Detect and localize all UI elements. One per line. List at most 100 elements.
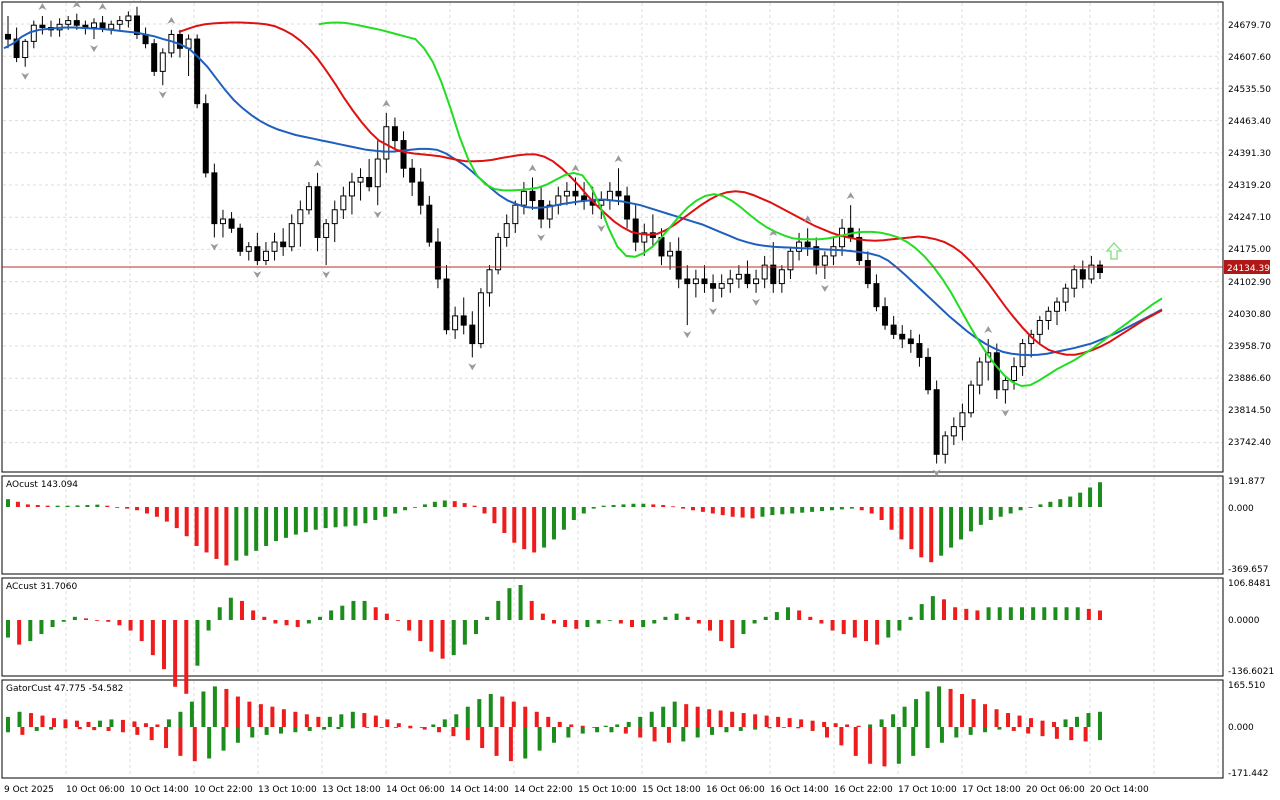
candle-body: [1002, 379, 1009, 391]
candle-body: [925, 356, 932, 391]
ao-bar: [581, 507, 586, 514]
candle-body: [254, 246, 261, 262]
ao-panel[interactable]: [1, 475, 1224, 575]
gator-lower-bar: [523, 727, 528, 759]
ao-bar: [1098, 482, 1102, 507]
candle-body: [753, 278, 760, 285]
ac-bar: [942, 599, 946, 620]
ac-bar: [240, 600, 244, 620]
candle-body: [288, 223, 295, 248]
ac-bar: [362, 600, 367, 620]
gator-lower-bar: [681, 727, 686, 742]
candle-body: [168, 33, 175, 54]
gator-lower-bar: [6, 727, 10, 733]
ac-panel[interactable]: [1, 577, 1224, 677]
ao-bar: [968, 507, 973, 532]
ao-bar: [462, 503, 467, 507]
ac-bar: [217, 607, 222, 620]
gator-lower-bar: [939, 727, 944, 743]
ac-bar: [774, 612, 779, 620]
gator-lower-bar: [666, 727, 671, 743]
y-tick-label: 0.000: [1228, 504, 1254, 514]
gator-upper-bar: [983, 704, 988, 727]
ac-bar: [496, 600, 501, 620]
ao-bar: [174, 507, 179, 529]
gator-upper-bar: [833, 723, 838, 727]
gator-lower-bar: [1098, 727, 1102, 741]
fractal-down-marker: [253, 271, 262, 279]
ac-bar: [295, 620, 300, 628]
gator-lower-bar: [638, 727, 643, 738]
ac-bar: [173, 620, 178, 687]
ao-bar: [55, 505, 60, 507]
ao-title: AOcust 143.094: [6, 480, 78, 490]
gator-upper-bar: [534, 711, 539, 727]
gator-upper-bar: [914, 699, 919, 727]
ao-bar: [760, 507, 765, 517]
gator-lower-bar: [365, 727, 370, 728]
fractal-up-marker: [846, 192, 855, 200]
main-price-panel[interactable]: [1, 1, 1224, 473]
candle-body: [460, 315, 467, 326]
x-tick-label: 10 Oct 06:00: [66, 785, 125, 795]
gator-upper-bar: [155, 724, 160, 727]
ao-bar: [512, 507, 517, 543]
gator-upper-bar: [488, 694, 493, 727]
ac-bar: [563, 620, 568, 628]
gator-upper-bar: [891, 714, 896, 727]
gator-upper-bar: [97, 720, 102, 727]
gator-lower-bar: [552, 727, 556, 743]
ao-bar: [1078, 492, 1083, 507]
gator-upper-bar: [362, 713, 367, 727]
x-tick-label: 9 Oct 2025: [4, 785, 54, 795]
candle-body: [65, 20, 72, 25]
y-tick-label: 165.510: [1228, 681, 1265, 691]
gator-lower-bar: [106, 727, 111, 731]
y-tick-label: 106.8481: [1228, 579, 1271, 589]
ac-bar: [462, 620, 467, 645]
candle-body: [529, 190, 536, 202]
ao-bar: [254, 507, 259, 551]
svg-text:24134.39: 24134.39: [1227, 264, 1270, 274]
ac-bar: [1031, 607, 1036, 620]
gator-lower-bar: [379, 727, 384, 728]
ao-bar: [333, 507, 338, 528]
ac-bar: [440, 620, 445, 659]
ao-axis: 191.877 0.000 -369.657: [1228, 477, 1268, 575]
ac-bar: [741, 620, 746, 635]
ac-bar: [518, 584, 523, 620]
price-axis: 24679.70 24607.60 24535.50 24463.40 2439…: [1228, 21, 1271, 448]
fractal-markers: [21, 0, 1010, 477]
ao-bar: [859, 507, 864, 511]
y-tick-label: -136.6021: [1228, 667, 1274, 677]
ac-bar: [797, 610, 802, 620]
candle-body: [366, 176, 373, 188]
ac-bar: [808, 616, 813, 620]
candle-body: [297, 209, 304, 225]
gator-upper-bar: [304, 714, 309, 727]
ao-bar: [442, 500, 447, 507]
fractal-down-marker: [89, 45, 98, 53]
candle-body: [520, 190, 527, 206]
ao-bar: [413, 507, 418, 508]
ac-bar: [1008, 607, 1013, 620]
gator-upper-bar: [270, 706, 275, 727]
gator-upper-bar: [845, 724, 850, 727]
gator-lower-bar: [724, 727, 729, 733]
gator-upper-bar: [247, 701, 252, 727]
fractal-up-marker: [98, 2, 107, 10]
gator-upper-bar: [201, 691, 206, 727]
ac-bar: [128, 620, 133, 631]
gator-panel[interactable]: [1, 679, 1224, 779]
candle-body: [219, 218, 226, 225]
candle-body: [305, 186, 312, 211]
ao-bar: [949, 507, 954, 548]
gator-upper-bar: [615, 724, 620, 727]
gator-lower-bar: [494, 727, 499, 756]
gator-upper-bar: [937, 686, 942, 727]
gator-lower-bar: [983, 727, 988, 733]
ao-bar: [661, 505, 666, 507]
ac-bar: [95, 620, 100, 621]
ao-bar: [65, 505, 70, 507]
